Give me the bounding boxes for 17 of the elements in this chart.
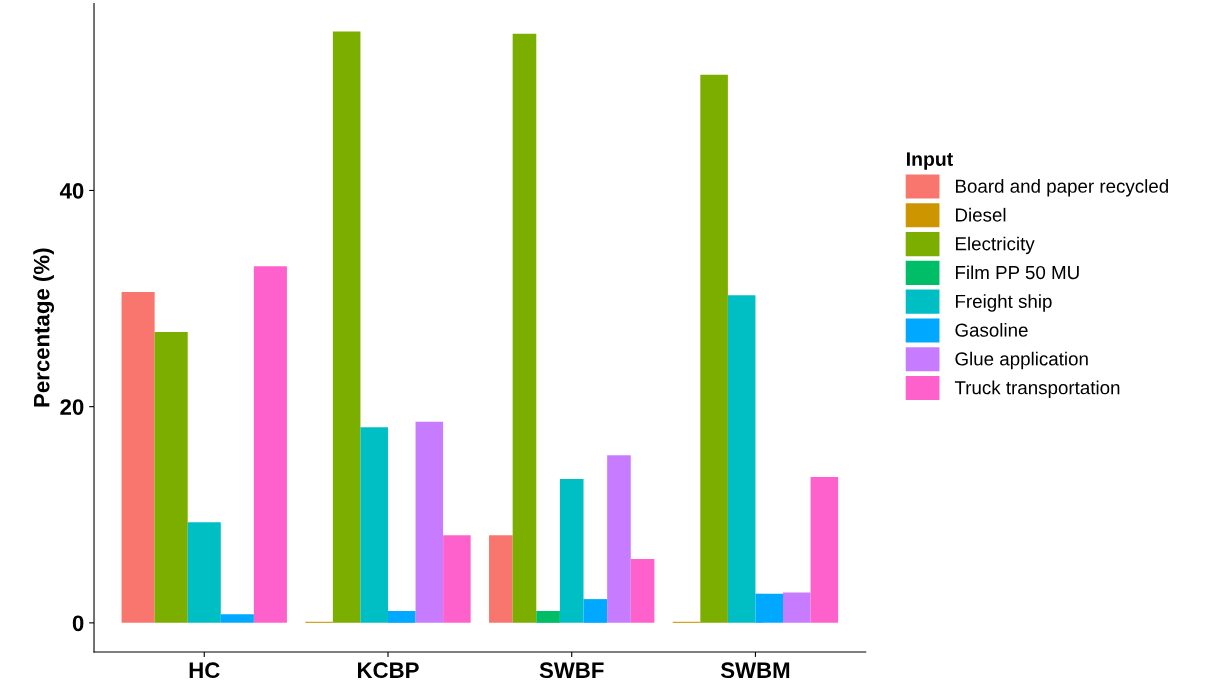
legend-title: Input bbox=[907, 152, 953, 170]
y-tick-label: 40 bbox=[59, 183, 84, 199]
legend-label: Electricity bbox=[956, 236, 1035, 255]
legend-label: Gasoline bbox=[955, 322, 1028, 337]
x-tick-label: SWBM bbox=[720, 662, 790, 679]
legend-label: Film PP 50 MU bbox=[956, 265, 1079, 280]
x-tick-label: HC bbox=[189, 662, 220, 679]
legend-label: Truck transportation bbox=[954, 380, 1120, 399]
y-tick-label: 20 bbox=[60, 399, 84, 415]
legend-label: Diesel bbox=[956, 207, 1006, 222]
legend-label: Freight ship bbox=[956, 294, 1052, 312]
x-tick-label: KCBP bbox=[357, 662, 419, 679]
x-tick-label: SWBF bbox=[539, 662, 604, 679]
y-axis-title: Percentage (%) bbox=[33, 248, 55, 407]
y-tick-label: 0 bbox=[72, 615, 84, 632]
legend-label: Glue application bbox=[955, 351, 1088, 370]
legend-label: Board and paper recycled bbox=[956, 179, 1168, 197]
